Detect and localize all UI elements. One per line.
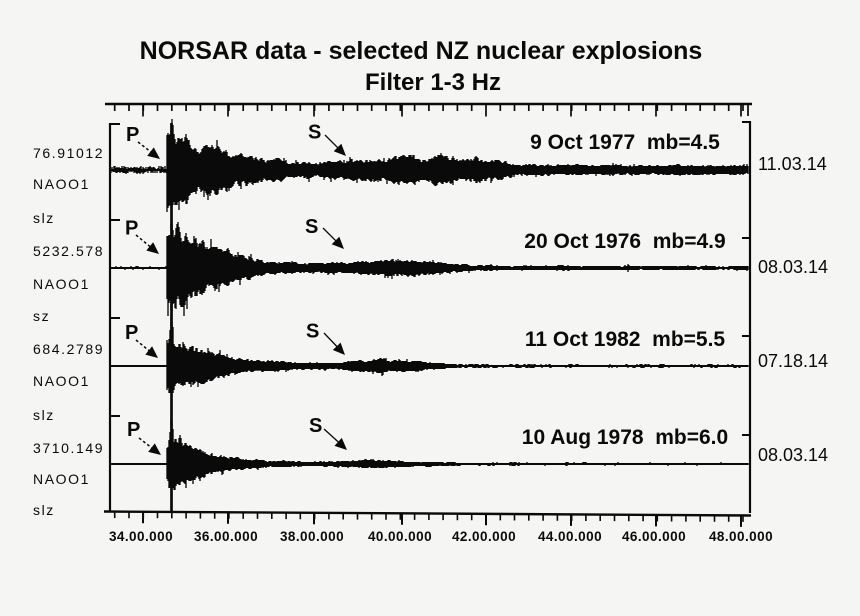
svg-text:P: P xyxy=(126,124,139,146)
svg-text:44.00.000: 44.00.000 xyxy=(538,529,602,544)
svg-text:9 Oct 1977 mb=4.5: 9 Oct 1977 mb=4.5 xyxy=(530,131,720,154)
svg-text:P: P xyxy=(125,322,138,344)
svg-text:38.00.000: 38.00.000 xyxy=(280,529,344,544)
svg-text:40.00.000: 40.00.000 xyxy=(368,529,432,544)
svg-text:NAOO1: NAOO1 xyxy=(33,471,90,487)
svg-text:10 Aug 1978 mb=6.0: 10 Aug 1978 mb=6.0 xyxy=(522,426,728,449)
svg-text:NAOO1: NAOO1 xyxy=(33,373,90,389)
svg-text:42.00.000: 42.00.000 xyxy=(452,529,516,544)
svg-text:slz: slz xyxy=(33,210,55,226)
svg-text:76.91012: 76.91012 xyxy=(33,145,104,161)
svg-text:NORSAR data - selected NZ nucl: NORSAR data - selected NZ nuclear explos… xyxy=(140,37,703,65)
svg-text:34.00.000: 34.00.000 xyxy=(109,529,173,544)
svg-text:slz: slz xyxy=(33,502,55,518)
svg-text:slz: slz xyxy=(33,407,55,423)
svg-text:11 Oct 1982 mb=5.5: 11 Oct 1982 mb=5.5 xyxy=(525,328,726,351)
svg-text:S: S xyxy=(309,415,322,437)
svg-text:11.03.14: 11.03.14 xyxy=(758,154,827,174)
svg-text:07.18.14: 07.18.14 xyxy=(758,351,828,371)
svg-text:P: P xyxy=(127,419,140,441)
svg-text:NAOO1: NAOO1 xyxy=(33,276,90,292)
svg-text:NAOO1: NAOO1 xyxy=(33,176,90,192)
svg-text:684.2789: 684.2789 xyxy=(33,341,104,357)
svg-text:S: S xyxy=(305,216,318,238)
svg-text:S: S xyxy=(308,122,321,144)
svg-text:P: P xyxy=(125,218,138,240)
svg-text:48.00.000: 48.00.000 xyxy=(709,529,773,544)
svg-text:Filter 1-3 Hz: Filter 1-3 Hz xyxy=(365,69,501,96)
svg-text:46.00.000: 46.00.000 xyxy=(622,529,686,544)
svg-text:20 Oct 1976 mb=4.9: 20 Oct 1976 mb=4.9 xyxy=(524,230,725,253)
svg-text:sz: sz xyxy=(33,308,50,324)
svg-text:36.00.000: 36.00.000 xyxy=(194,529,258,544)
svg-text:3710.149: 3710.149 xyxy=(33,440,104,456)
svg-text:08.03.14: 08.03.14 xyxy=(758,445,828,465)
svg-text:5232.578: 5232.578 xyxy=(33,243,104,259)
svg-text:08.03.14: 08.03.14 xyxy=(758,257,828,277)
svg-text:S: S xyxy=(306,321,319,343)
